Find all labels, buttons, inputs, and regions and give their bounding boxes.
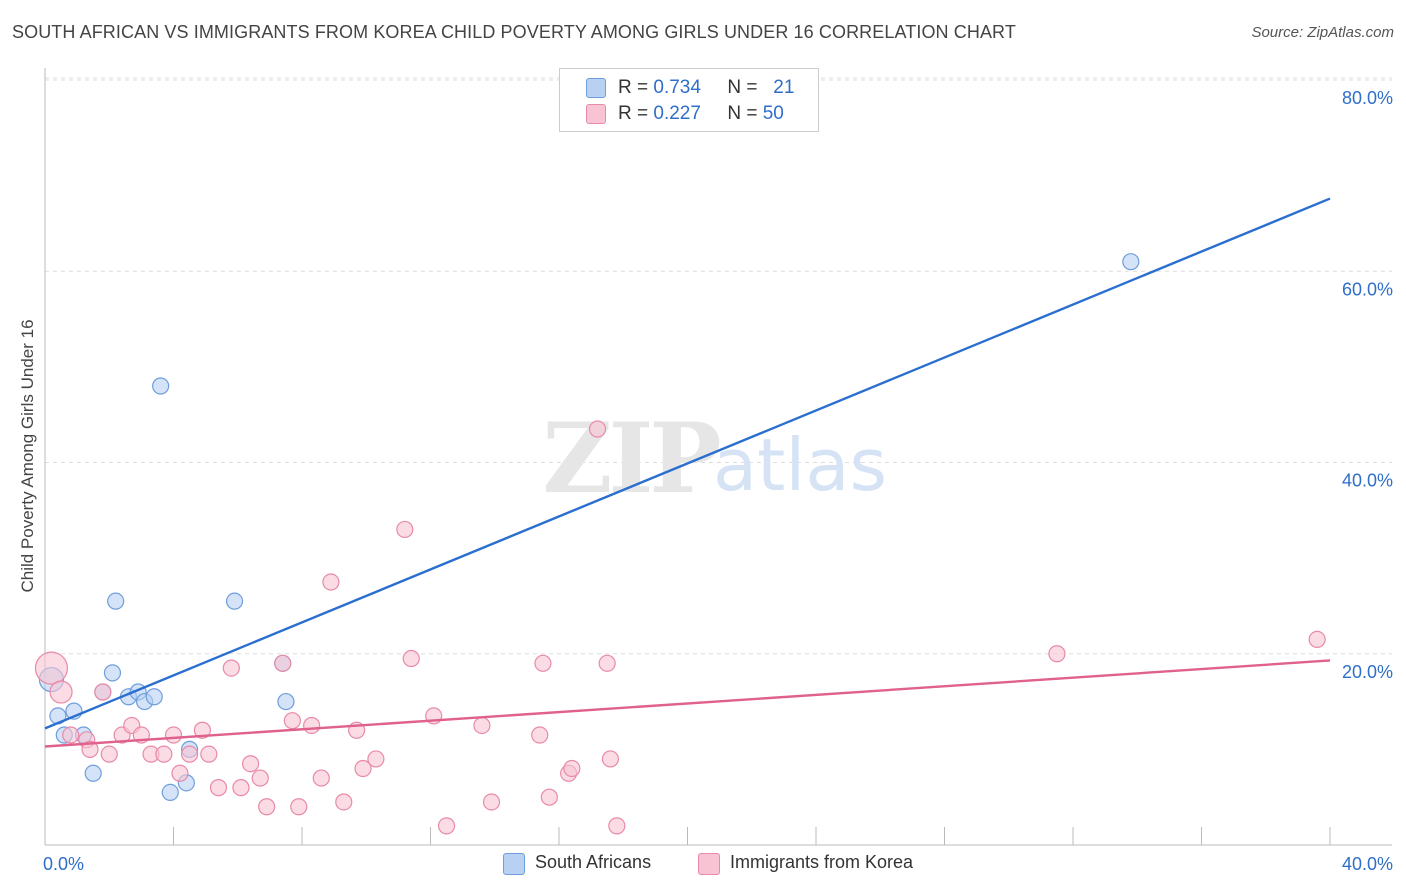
legend-n-value: 50 <box>762 103 784 124</box>
south-african-point <box>161 783 179 802</box>
legend-swatch-blue <box>586 78 606 98</box>
korea-point <box>540 788 558 806</box>
korea-point <box>200 745 218 763</box>
korea-point <box>312 769 330 787</box>
korea-point <box>283 712 301 730</box>
legend-swatch-pink <box>586 104 606 124</box>
korea-point <box>396 520 414 539</box>
korea-point <box>49 680 73 704</box>
korea-point <box>81 740 99 758</box>
korea-point <box>193 721 212 739</box>
y-tick-label: 60.0% <box>1342 279 1393 299</box>
legend-n-label: N = <box>727 77 758 98</box>
legend-r-label: R = <box>618 103 649 124</box>
legend-n-label: N = <box>727 103 758 124</box>
y-axis-label: Child Poverty Among Girls Under 16 <box>18 319 37 593</box>
korea-point <box>209 779 228 797</box>
korea-point <box>242 755 260 773</box>
korea-point <box>531 726 549 744</box>
korea-point <box>100 745 118 763</box>
south-african-point <box>84 764 102 782</box>
korea-point <box>62 726 80 744</box>
korea-point <box>354 759 372 778</box>
korea-point <box>402 649 420 668</box>
y-tick-label: 40.0% <box>1342 471 1393 491</box>
x-tick-label: 40.0% <box>1342 854 1393 874</box>
legend-r-value: 0.227 <box>653 103 701 124</box>
korea-point <box>598 654 616 672</box>
korea-point <box>94 683 112 701</box>
trend-layer <box>44 197 1331 748</box>
south-african-point <box>152 377 170 395</box>
source-label: Source: ZipAtlas.com <box>1251 24 1394 41</box>
watermark-zip: ZIP <box>542 402 719 515</box>
korea-point <box>335 793 353 811</box>
axis-layer <box>44 68 1392 846</box>
south-african-point <box>277 692 295 711</box>
korea-point <box>1308 630 1326 649</box>
south-african-point <box>145 688 163 706</box>
south-african-trendline <box>44 197 1331 730</box>
bottom-legend-swatch-blue <box>503 853 525 875</box>
korea-point <box>303 716 321 735</box>
korea-point <box>232 779 250 797</box>
bottom-legend-label: Immigrants from Korea <box>730 852 914 872</box>
points-layer <box>34 253 1326 835</box>
korea-point <box>164 726 183 744</box>
korea-point <box>180 745 199 763</box>
korea-point <box>251 769 269 787</box>
correlation-legend: R = 0.734 N = 21 R = 0.227 N = 50 <box>559 68 819 132</box>
legend-r-value: 0.734 <box>653 77 701 98</box>
korea-point <box>1048 645 1066 663</box>
korea-point <box>437 817 456 835</box>
y-tick-label: 20.0% <box>1342 662 1393 682</box>
korea-point <box>222 659 240 677</box>
tick-labels: 20.0% 40.0% 60.0% 80.0% 0.0% 40.0% <box>43 88 1393 874</box>
south-african-point <box>225 592 244 610</box>
korea-point <box>608 817 626 835</box>
korea-point <box>155 745 173 763</box>
south-african-point <box>103 664 122 682</box>
grid-layer <box>45 77 1392 655</box>
y-tick-label: 80.0% <box>1342 88 1393 108</box>
korea-point <box>473 716 491 735</box>
south-african-point <box>1122 253 1140 271</box>
korea-point <box>322 573 340 591</box>
korea-point <box>171 764 189 782</box>
bottom-legend-label: South Africans <box>535 852 652 872</box>
korea-point <box>367 750 385 768</box>
watermark: ZIP atlas <box>542 402 887 515</box>
chart-title: SOUTH AFRICAN VS IMMIGRANTS FROM KOREA C… <box>12 22 1016 42</box>
korea-point <box>274 654 292 672</box>
watermark-atlas: atlas <box>713 423 887 507</box>
korea-point <box>588 420 607 438</box>
korea-point <box>534 654 552 672</box>
south-african-point <box>107 592 125 610</box>
korea-point <box>34 651 69 685</box>
korea-point <box>601 750 620 768</box>
korea-point <box>290 798 308 816</box>
korea-point <box>482 793 501 811</box>
korea-trendline <box>44 659 1331 748</box>
korea-point <box>563 759 581 778</box>
legend-r-label: R = <box>618 77 649 98</box>
legend-n-value: 21 <box>773 77 795 98</box>
x-tick-label: 0.0% <box>43 854 84 874</box>
korea-point <box>258 798 276 816</box>
bottom-legend-swatch-pink <box>698 853 720 875</box>
